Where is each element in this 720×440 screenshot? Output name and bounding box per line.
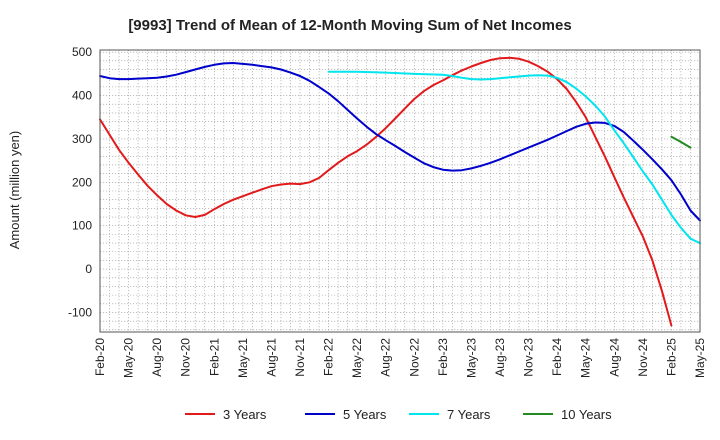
x-tick-label: Aug-23 xyxy=(493,338,507,377)
y-axis-label: Amount (million yen) xyxy=(7,131,22,250)
x-tick-label: Aug-22 xyxy=(379,338,393,377)
x-tick-label: Feb-24 xyxy=(550,338,564,376)
legend-label-10-years: 10 Years xyxy=(561,407,612,422)
x-tick-label: Nov-21 xyxy=(293,338,307,377)
series-layer xyxy=(99,56,701,327)
y-tick-label: 500 xyxy=(72,45,92,59)
legend-label-5-years: 5 Years xyxy=(343,407,387,422)
legend: 3 Years 5 Years 7 Years 10 Years xyxy=(185,407,612,422)
x-tick-label: Feb-25 xyxy=(664,338,678,376)
chart-title: [9993] Trend of Mean of 12-Month Moving … xyxy=(128,17,571,34)
x-tick-label: Feb-23 xyxy=(436,338,450,376)
x-tick-label: Aug-20 xyxy=(150,338,164,377)
x-tick-label: Feb-22 xyxy=(322,338,336,376)
x-tick-label: Aug-24 xyxy=(607,338,621,377)
series-line-7-years xyxy=(327,70,701,245)
y-tick-label: -100 xyxy=(68,305,92,319)
x-tick-labels: Feb-20 May-20 Aug-20 Nov-20 Feb-21 May-21 Aug-… xyxy=(93,338,707,378)
x-tick-label: Feb-20 xyxy=(93,338,107,376)
x-tick-label: May-24 xyxy=(579,338,593,378)
grid-layer xyxy=(100,50,700,332)
x-tick-label: May-20 xyxy=(122,338,136,378)
x-tick-label: Nov-20 xyxy=(179,338,193,377)
x-tick-label: May-21 xyxy=(236,338,250,378)
x-tick-label: May-22 xyxy=(350,338,364,378)
series-line-10-years xyxy=(670,135,692,149)
series-line-5-years xyxy=(99,62,701,222)
y-tick-label: 100 xyxy=(72,219,92,233)
x-tick-label: Feb-21 xyxy=(207,338,221,376)
plot-frame xyxy=(99,49,701,333)
y-tick-label: 0 xyxy=(85,262,92,276)
x-tick-label: May-25 xyxy=(693,338,707,378)
legend-label-3-years: 3 Years xyxy=(223,407,267,422)
y-tick-label: 400 xyxy=(72,89,92,103)
x-tick-label: Aug-21 xyxy=(264,338,278,377)
y-tick-label: 300 xyxy=(72,132,92,146)
x-tick-label: Nov-22 xyxy=(407,338,421,377)
legend-label-7-years: 7 Years xyxy=(447,407,491,422)
x-tick-label: Nov-23 xyxy=(522,338,536,377)
x-tick-label: May-23 xyxy=(464,338,478,378)
y-tick-labels: 500 400 300 200 100 0 -100 xyxy=(68,45,92,319)
series-line-3-years xyxy=(99,56,673,327)
x-tick-label: Nov-24 xyxy=(636,338,650,377)
y-tick-label: 200 xyxy=(72,175,92,189)
